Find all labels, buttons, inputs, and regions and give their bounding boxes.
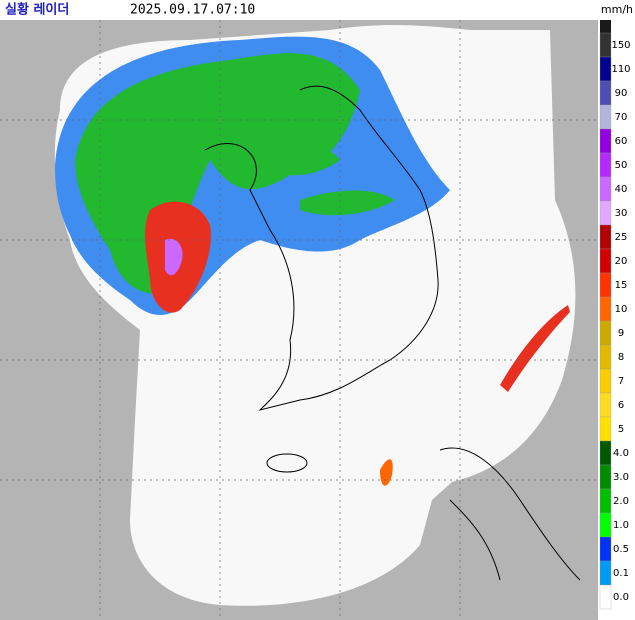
legend-label: 2.0 (613, 496, 629, 507)
legend-label: 6 (618, 400, 624, 411)
map (0, 20, 598, 620)
legend-swatch (599, 560, 612, 586)
legend-top-swatch (600, 20, 611, 33)
legend-label: 7 (618, 376, 624, 387)
legend-swatch (599, 536, 612, 562)
legend-label: 0.5 (613, 544, 629, 555)
legend-swatch (599, 440, 612, 466)
legend-swatch (599, 80, 612, 106)
legend-label: 70 (615, 112, 628, 123)
legend-label: 8 (618, 352, 624, 363)
legend-label: 40 (615, 184, 628, 195)
legend: 150 110 90 70 60 50 40 30 25 20 15 10 9 8 7 6 5 4.0 3.0 2.0… (598, 20, 635, 620)
island-coastline (266, 453, 308, 473)
legend-swatch (599, 32, 612, 58)
legend-label: 50 (615, 160, 628, 171)
legend-swatch (599, 320, 612, 346)
legend-label: 90 (615, 88, 628, 99)
legend-swatch (599, 152, 612, 178)
unit: mm/h (601, 3, 633, 16)
timestamp: 2025.09.17.07:10 (130, 3, 255, 18)
title: 실황 레이더 (5, 2, 69, 18)
legend-swatch (599, 224, 612, 250)
legend-label: 3.0 (613, 472, 629, 483)
legend-label: 9 (618, 328, 624, 339)
legend-label: 110 (611, 64, 630, 75)
legend-swatch (599, 368, 612, 394)
rain-band (270, 146, 395, 216)
coastline (204, 85, 439, 411)
legend-swatch (599, 128, 612, 154)
legend-swatch (599, 176, 612, 202)
rain-cell-east (500, 305, 570, 392)
legend-swatch (599, 416, 612, 442)
legend-label: 15 (615, 280, 628, 291)
legend-label: 30 (615, 208, 628, 219)
legend-swatch (599, 392, 612, 418)
legend-swatch (599, 200, 612, 226)
legend-swatch (599, 344, 612, 370)
legend-label: 60 (615, 136, 628, 147)
legend-swatch (599, 272, 612, 298)
legend-label: 0.0 (613, 592, 629, 603)
coastline-japan (439, 447, 581, 581)
legend-swatch (599, 512, 612, 538)
legend-label: 4.0 (613, 448, 629, 459)
legend-label: 10 (615, 304, 628, 315)
graticule (0, 20, 598, 620)
rain-cell-south (380, 459, 393, 486)
legend-label: 1.0 (613, 520, 629, 531)
legend-swatch (599, 104, 612, 130)
legend-label: 5 (618, 424, 624, 435)
legend-swatch (599, 488, 612, 514)
header-bar (0, 0, 635, 20)
legend-swatch (599, 248, 612, 274)
legend-swatch (599, 56, 612, 82)
legend-label: 0.1 (613, 568, 629, 579)
legend-swatch (599, 296, 612, 322)
legend-swatch (599, 464, 612, 490)
legend-label: 20 (615, 256, 628, 267)
legend-label: 25 (615, 232, 628, 243)
legend-swatch (599, 584, 612, 610)
rain-area-intense (165, 238, 183, 276)
legend-label: 150 (611, 40, 630, 51)
